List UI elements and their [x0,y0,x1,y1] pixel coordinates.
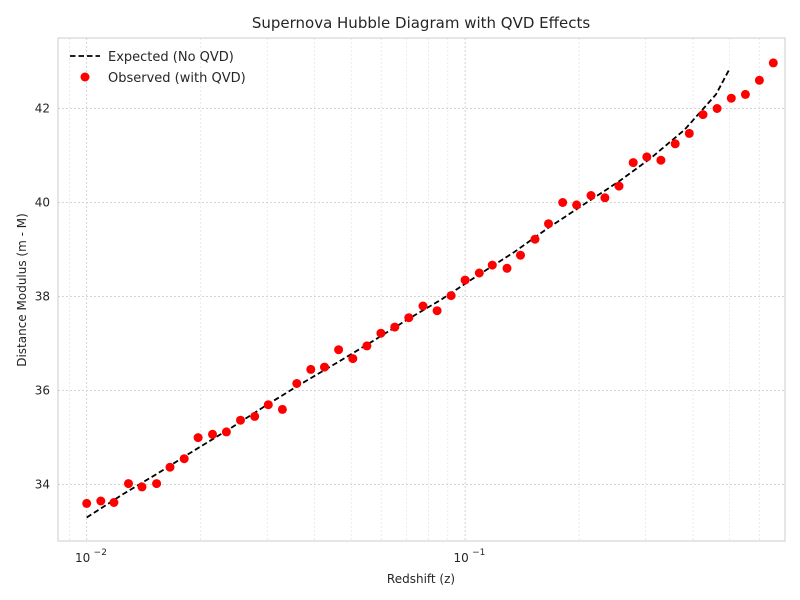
observed-point [572,200,582,210]
expected-dashed-line [86,68,731,519]
observed-point [544,219,553,229]
observed-point [193,433,203,443]
observed-point [460,275,470,285]
y-axis-label: Distance Modulus (m - M) [15,213,29,367]
x-tick-label: 10 [454,551,469,565]
x-tick-exponent: −1 [472,548,485,558]
observed-point [250,411,260,421]
observed-point [754,75,764,85]
expected-series [86,68,731,519]
y-tick-label: 36 [35,384,50,398]
observed-point [236,415,245,425]
observed-point [698,110,708,120]
observed-point [390,322,400,332]
observed-point [432,306,442,316]
observed-point [712,104,722,113]
observed-point [348,354,358,364]
observed-point [292,379,302,388]
observed-point [684,128,694,138]
observed-point [530,234,540,244]
observed-point [516,250,525,260]
legend-observed-swatch [80,72,90,82]
y-tick-label: 34 [35,478,50,492]
observed-point [137,482,147,492]
y-tick-label: 42 [35,102,50,116]
observed-point [656,155,666,165]
x-tick-exponent: −2 [94,548,107,558]
observed-point [418,301,428,311]
y-tick-label: 38 [35,290,50,304]
observed-point [277,404,287,414]
observed-point [628,158,638,168]
observed-point [600,193,610,203]
observed-point [558,198,568,207]
observed-point [179,454,189,464]
observed-point [768,58,778,68]
observed-point [208,429,217,439]
observed-point [320,362,329,372]
observed-point [726,93,736,103]
observed-point [670,139,680,149]
x-axis-label: Redshift (z) [387,572,455,586]
observed-point [334,345,344,355]
plot-area [57,37,786,542]
legend-observed-label: Observed (with QVD) [108,71,246,86]
observed-point [109,498,119,507]
observed-point [586,191,596,200]
observed-point [614,181,624,191]
chart-title: Supernova Hubble Diagram with QVD Effect… [252,14,591,32]
x-tick-label: 10 [75,551,90,565]
observed-point [124,479,133,489]
observed-point [446,291,456,301]
observed-point [263,400,273,410]
observed-point [306,364,316,374]
legend: Expected (No QVD) Observed (with QVD) [70,50,246,86]
observed-point [740,89,750,99]
observed-point [362,341,372,351]
observed-point [487,260,497,270]
legend-expected-label: Expected (No QVD) [108,50,234,65]
observed-point [96,496,106,506]
observed-point [642,152,652,162]
grid-lines [58,38,785,541]
observed-point [152,479,162,489]
observed-point [474,268,484,278]
observed-point [82,498,92,508]
observed-point [502,263,512,273]
observed-point [376,328,386,338]
observed-series [82,58,778,508]
observed-point [165,462,175,472]
observed-point [404,313,414,323]
y-tick-label: 40 [35,196,50,210]
observed-point [221,427,231,437]
